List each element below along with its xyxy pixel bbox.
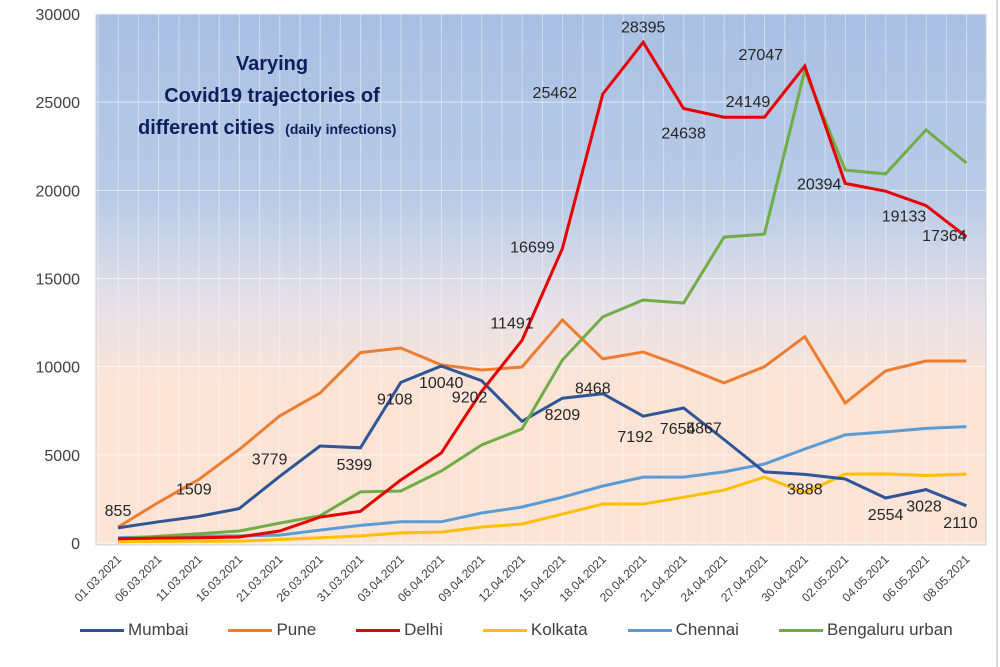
data-label-mumbai: 5867 — [686, 421, 722, 438]
series-line-delhi — [117, 39, 968, 541]
data-label-delhi: 11491 — [490, 315, 533, 332]
legend-item-delhi: Delhi — [356, 620, 443, 640]
data-label-mumbai: 9202 — [452, 390, 488, 407]
chart-title: Varying Covid19 trajectories of differen… — [138, 53, 396, 139]
series-line-pune — [117, 317, 967, 529]
y-tick-label: 10000 — [36, 360, 81, 377]
legend-label: Mumbai — [128, 620, 189, 639]
data-label-mumbai: 3028 — [906, 499, 942, 516]
legend-swatch — [228, 628, 273, 632]
y-tick-label: 30000 — [36, 7, 81, 24]
title-line-1: Varying — [236, 53, 308, 75]
y-tick-label: 25000 — [36, 95, 81, 112]
series-line-kolkata — [117, 472, 967, 544]
y-tick-label: 20000 — [36, 183, 81, 200]
legend-swatch — [778, 628, 823, 632]
data-label-mumbai: 855 — [105, 503, 132, 520]
legend-item-pune: Pune — [228, 620, 316, 640]
legend-label: Delhi — [404, 620, 443, 639]
data-label-delhi: 20394 — [797, 176, 842, 193]
legend-item-mumbai: Mumbai — [80, 620, 188, 640]
data-label-mumbai: 5399 — [337, 457, 373, 474]
legend-label: Chennai — [675, 620, 739, 639]
legend-label: Kolkata — [530, 620, 588, 639]
legend-item-kolkata: Kolkata — [482, 620, 588, 640]
data-label-mumbai: 1509 — [176, 481, 212, 498]
legend-swatch — [356, 628, 401, 632]
data-label-delhi: 24638 — [661, 126, 706, 143]
legend: Mumbai Pune Delhi Kolkata Chennai Bengaluru u… — [80, 618, 960, 642]
data-label-mumbai: 2554 — [868, 507, 904, 524]
series-lines — [117, 39, 968, 544]
data-label-mumbai: 2110 — [943, 515, 978, 532]
data-label-delhi: 16699 — [510, 240, 555, 257]
y-tick-label: 5000 — [44, 448, 80, 465]
data-label-delhi: 25462 — [533, 85, 578, 102]
data-label-mumbai: 9108 — [377, 391, 413, 408]
title-line-3-main: different cities — [138, 117, 275, 139]
title-suffix: (daily infections) — [285, 121, 396, 137]
legend-label: Pune — [276, 620, 317, 639]
title-line-2: Covid19 trajectories of — [164, 85, 380, 107]
data-label-delhi: 24149 — [726, 94, 771, 111]
data-label-mumbai: 8209 — [545, 407, 581, 424]
data-label-mumbai: 3779 — [252, 451, 288, 468]
data-label-mumbai: 7192 — [617, 429, 653, 446]
x-axis-ticks: 01.03.202106.03.202111.03.202116.03.2021… — [72, 552, 973, 605]
legend-swatch — [627, 628, 672, 632]
series-line-mumbai — [117, 364, 967, 530]
legend-item-chennai: Chennai — [627, 620, 739, 640]
data-label-mumbai: 10040 — [419, 375, 464, 392]
y-tick-label: 15000 — [36, 272, 81, 289]
gridlines — [96, 13, 986, 545]
data-label-mumbai: 3888 — [787, 481, 823, 498]
data-label-mumbai: 7654 — [660, 421, 696, 438]
data-label-delhi: 19133 — [882, 209, 927, 226]
legend-label: Bengaluru urban — [826, 620, 953, 639]
data-label-mumbai: 8468 — [575, 381, 611, 398]
legend-swatch — [80, 628, 124, 632]
y-axis-ticks: 0 5000 10000 15000 20000 25000 30000 — [36, 7, 81, 553]
data-label-delhi: 17364 — [922, 228, 967, 245]
legend-item-bengaluru-urban: Bengaluru urban — [778, 620, 953, 640]
y-tick-label: 0 — [71, 536, 80, 553]
legend-swatch — [482, 628, 527, 632]
title-line-3: different cities (daily infections) — [138, 117, 396, 139]
data-label-delhi: 28395 — [621, 19, 666, 36]
data-label-delhi: 27047 — [739, 47, 784, 64]
